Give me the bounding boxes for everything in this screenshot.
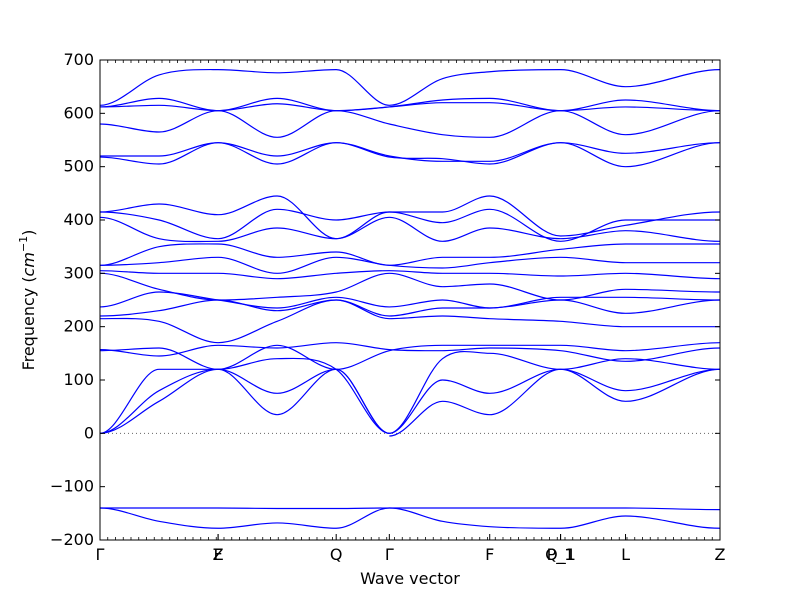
band-line-9 xyxy=(99,342,721,362)
y-tick-label: 700 xyxy=(63,50,94,69)
band-line-7 xyxy=(389,368,721,434)
band-line-26 xyxy=(99,68,721,106)
band-line-10 xyxy=(99,342,721,370)
x-tick-label: Γ xyxy=(385,545,394,564)
band-line-6 xyxy=(389,368,721,437)
band-line-13 xyxy=(99,291,721,309)
band-line-18 xyxy=(99,216,721,243)
band-line-20 xyxy=(99,208,720,242)
plot-background xyxy=(100,60,720,540)
band-line-21 xyxy=(99,142,721,168)
x-tick-label: Q xyxy=(330,545,343,564)
band-line-5 xyxy=(99,357,390,434)
phonon-bands xyxy=(99,68,721,529)
x-tick-label: Q_1 xyxy=(545,545,576,565)
y-axis-ticks: −200 −100 0 100 200 300 400 500 600 700 xyxy=(50,50,720,549)
y-tick-label: 300 xyxy=(63,263,94,282)
x-tick-label: P_1 xyxy=(547,545,575,565)
x-tick-label: Γ xyxy=(96,545,105,564)
band-line-25 xyxy=(99,102,721,112)
band-line-22 xyxy=(99,142,721,162)
x-tick-label: F xyxy=(213,545,222,564)
y-tick-label: 0 xyxy=(84,423,94,442)
x-tick-label: Z xyxy=(213,545,224,564)
x-tick-label: Z xyxy=(715,545,726,564)
y-tick-label: −100 xyxy=(50,477,94,496)
band-line-15 xyxy=(99,270,721,280)
band-line-14 xyxy=(99,272,721,301)
band-line-4 xyxy=(99,368,390,434)
y-tick-label: 400 xyxy=(63,210,94,229)
band-line-23 xyxy=(99,110,721,138)
y-tick-label: 500 xyxy=(63,157,94,176)
band-line-8 xyxy=(389,350,721,434)
y-tick-label: 600 xyxy=(63,103,94,122)
y-tick-label: 200 xyxy=(63,317,94,336)
x-tick-label: L xyxy=(621,545,630,564)
band-line-11 xyxy=(99,299,720,344)
y-axis-label: Frequency (cm−1) xyxy=(17,230,38,371)
band-line-17 xyxy=(99,243,720,266)
x-axis-ticks: Γ ZF Q Γ F P_1Q_1 L Z xyxy=(96,60,726,565)
y-tick-label: −200 xyxy=(50,530,94,549)
x-axis-label: Wave vector xyxy=(360,569,460,588)
band-line-2 xyxy=(99,507,721,529)
band-line-12 xyxy=(99,299,721,317)
x-tick-label: F xyxy=(485,545,494,564)
y-tick-label: 100 xyxy=(63,370,94,389)
